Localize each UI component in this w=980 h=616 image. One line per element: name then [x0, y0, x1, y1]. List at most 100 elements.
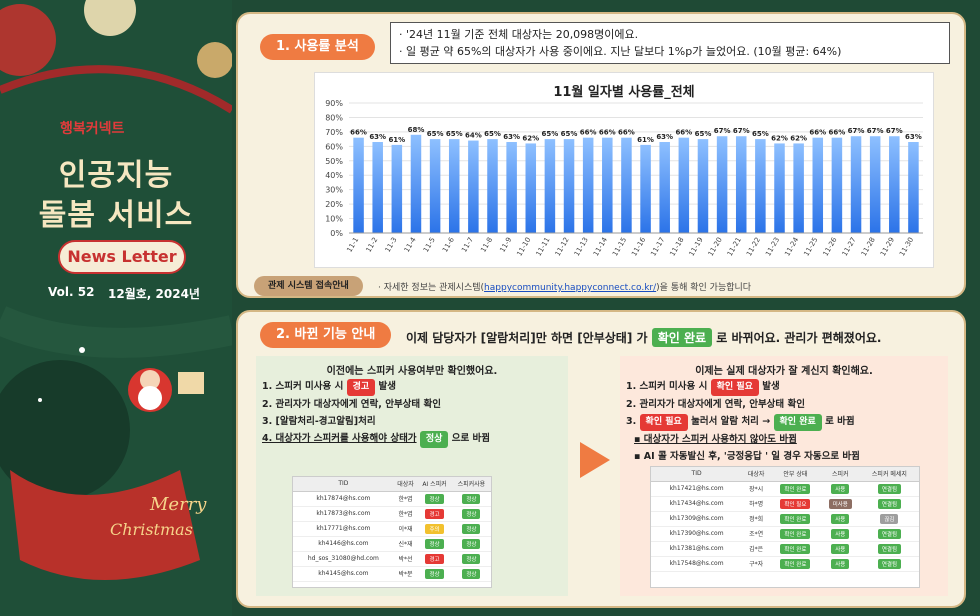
data-label: 66% [809, 129, 826, 137]
data-label: 67% [714, 127, 731, 135]
bar [812, 137, 824, 233]
table-row[interactable]: kh17309@hs.com 정*희 확인 완료 사용 끊김 [651, 511, 919, 527]
table-cell: 정상 [417, 566, 452, 582]
bar [869, 136, 881, 233]
x-tick-label: 11-20 [707, 236, 724, 258]
step-text: 1. 스피커 미사용 시 [626, 381, 708, 392]
table-cell: 한*엽 [393, 491, 418, 507]
data-label: 67% [848, 127, 865, 135]
table-header: TID [651, 467, 743, 482]
bar [850, 136, 862, 233]
after-steps: 1. 스피커 미사용 시 확인 필요 발생 2. 관리자가 대상자에게 연락, … [626, 378, 860, 465]
data-label: 62% [771, 134, 788, 142]
x-tick-label: 11-26 [822, 236, 839, 258]
table-header: 스피커 메세지 [859, 467, 919, 482]
y-tick-label: 30% [325, 186, 343, 195]
table-row[interactable]: kh17771@hs.com 이*재 주의 정상 [293, 521, 491, 537]
x-tick-label: 11-10 [515, 236, 532, 258]
y-tick-label: 50% [325, 157, 343, 166]
table-row[interactable]: kh4146@hs.com 신*재 정상 정상 [293, 536, 491, 552]
x-tick-label: 11-12 [554, 236, 571, 258]
table-cell: kh17548@hs.com [651, 556, 743, 572]
usage-notice: · '24년 11월 기준 전체 대상자는 20,098명이에요. · 일 평균… [390, 22, 950, 64]
data-label: 61% [388, 136, 405, 144]
data-label: 63% [656, 133, 673, 141]
system-link[interactable]: happycommunity.happyconnect.co.kr/ [484, 283, 657, 293]
y-tick-label: 40% [325, 171, 343, 180]
x-tick-label: 11-11 [535, 236, 552, 258]
x-tick-label: 11-15 [611, 236, 628, 258]
status-badge: 연결됨 [877, 528, 902, 539]
table-cell: kh17381@hs.com [651, 541, 743, 557]
table-cell: kh17873@hs.com [293, 506, 394, 522]
x-tick-label: 11-27 [841, 236, 858, 258]
table-cell: 확인 완료 [770, 556, 821, 572]
y-tick-label: 60% [325, 142, 343, 151]
bar [793, 143, 804, 233]
x-tick-label: 11-25 [802, 236, 819, 258]
status-badge: 사용 [831, 528, 850, 539]
access-guide-button[interactable]: 관제 시스템 접속안내 [254, 276, 363, 296]
table-cell: 연결됨 [859, 541, 919, 557]
status-badge: 정상 [425, 568, 444, 579]
status-badge: 확인 완료 [780, 513, 811, 524]
step-text: 1. 스피커 미사용 시 [262, 381, 344, 392]
data-label: 66% [350, 129, 367, 137]
before-box: 이전에는 스피커 사용여부만 확인했어요. 1. 스피커 미사용 시 경고 발생… [256, 356, 568, 596]
bar [831, 137, 843, 233]
table-row[interactable]: kh17421@hs.com 장*시 확인 완료 사용 연결됨 [651, 481, 919, 497]
y-tick-label: 70% [325, 128, 343, 137]
table-cell: 정상 [451, 566, 491, 582]
table-row[interactable]: kh17390@hs.com 조*연 확인 완료 사용 연결됨 [651, 526, 919, 542]
bullet-text: ▪ 대상자가 스피커 사용하지 않아도 바뀜 [634, 434, 797, 445]
data-label: 64% [465, 132, 482, 140]
table-cell: 미사용 [820, 496, 860, 512]
status-badge: 정상 [462, 493, 481, 504]
table-cell: 주의 [417, 521, 452, 537]
table-cell: 정상 [451, 521, 491, 537]
table-row[interactable]: kh17874@hs.com 한*엽 정상 정상 [293, 491, 491, 507]
table-row[interactable]: kh17434@hs.com 하*명 확인 필요 미사용 연결됨 [651, 496, 919, 512]
bar [353, 137, 364, 233]
step-text: 2. 관리자가 대상자에게 연락, 안부상태 확인 [626, 399, 805, 410]
x-tick-label: 11-17 [649, 236, 666, 258]
step-text: 발생 [378, 381, 396, 392]
status-badge: 연결됨 [877, 498, 902, 509]
status-badge: 경고 [425, 553, 444, 564]
table-row[interactable]: kh4145@hs.com 박*분 정상 정상 [293, 566, 491, 582]
bar [678, 137, 690, 233]
step-text: 3. [626, 416, 637, 427]
bar [755, 139, 766, 233]
christmas-decoration: Merry Christmas [0, 0, 232, 580]
table-header: 안부 상태 [770, 467, 821, 482]
table-row[interactable]: kh17873@hs.com 한*엽 경고 정상 [293, 506, 491, 522]
table-cell: 사용 [820, 511, 860, 527]
check-needed-badge: 확인 필요 [710, 379, 759, 396]
table-cell: 정상 [451, 491, 491, 507]
notice-line: · '24년 11월 기준 전체 대상자는 20,098명이에요. [399, 28, 639, 41]
data-label: 66% [675, 129, 692, 137]
status-badge: 주의 [425, 523, 444, 534]
y-tick-label: 20% [325, 200, 343, 209]
sidebar: Merry Christmas 행복커넥트 인공지능 돌봄 서비스 News L… [0, 0, 232, 616]
table-row[interactable]: kh17548@hs.com 구*자 확인 완료 사용 연결됨 [651, 556, 919, 572]
x-tick-label: 11-30 [898, 236, 915, 258]
table-row[interactable]: kh17381@hs.com 김*은 확인 완료 사용 연결됨 [651, 541, 919, 557]
step-text: 3. [알람처리-경고알림]처리 [262, 416, 376, 427]
section2-label: 2. 바뀐 기능 안내 [260, 322, 392, 348]
x-tick-label: 11-22 [745, 236, 762, 258]
step-text: 으로 바뀜 [451, 433, 491, 444]
table-cell: 정상 [451, 551, 491, 567]
x-tick-label: 11-28 [860, 236, 877, 258]
table-cell: 정상 [451, 536, 491, 552]
notice-line: · 일 평균 약 65%의 대상자가 사용 중이에요. 지난 달보다 1%p가 … [399, 45, 842, 58]
status-badge: 정상 [462, 523, 481, 534]
check-needed-badge: 확인 필요 [639, 414, 688, 431]
status-badge: 사용 [831, 558, 850, 569]
after-box: 이제는 실제 대상자가 잘 계신지 확인해요. 1. 스피커 미사용 시 확인 … [620, 356, 948, 596]
bar [429, 139, 441, 233]
table-row[interactable]: hd_sos_31080@hd.com 박*선 경고 정상 [293, 551, 491, 567]
table-cell: 박*선 [393, 551, 418, 567]
status-badge: 미사용 [828, 498, 852, 509]
x-tick-label: 11-7 [460, 236, 475, 254]
